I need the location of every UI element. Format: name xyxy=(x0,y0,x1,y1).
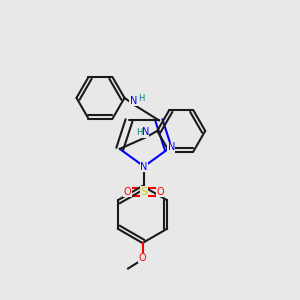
Text: O: O xyxy=(139,253,146,263)
Text: H: H xyxy=(138,94,145,103)
Text: O: O xyxy=(157,187,164,197)
Text: S: S xyxy=(140,187,148,197)
Text: N: N xyxy=(168,142,175,152)
Text: N: N xyxy=(142,128,149,137)
Text: N: N xyxy=(140,161,148,172)
Text: O: O xyxy=(124,187,131,197)
Text: N: N xyxy=(130,96,137,106)
Text: H: H xyxy=(136,128,142,137)
